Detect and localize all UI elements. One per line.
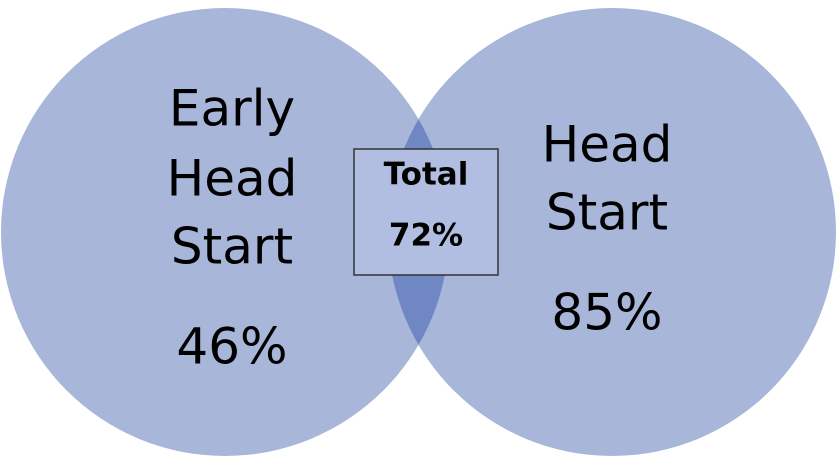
intersection-box [353,148,499,276]
set-label: Start [171,218,293,276]
set-label: Head [542,116,673,174]
set-value: 85% [551,284,662,342]
set-label: Head [167,150,298,208]
left-circle [1,8,449,456]
right-circle [388,8,836,456]
intersection-value: 72% [389,218,463,254]
set-value: 46% [176,318,287,376]
intersection-label: Total [384,157,469,193]
set-label: Start [546,184,668,242]
set-label: Early [169,80,295,138]
